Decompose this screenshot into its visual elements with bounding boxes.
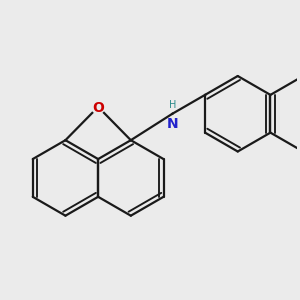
Text: H: H xyxy=(169,100,176,110)
Text: N: N xyxy=(167,117,178,131)
Text: O: O xyxy=(92,101,104,115)
